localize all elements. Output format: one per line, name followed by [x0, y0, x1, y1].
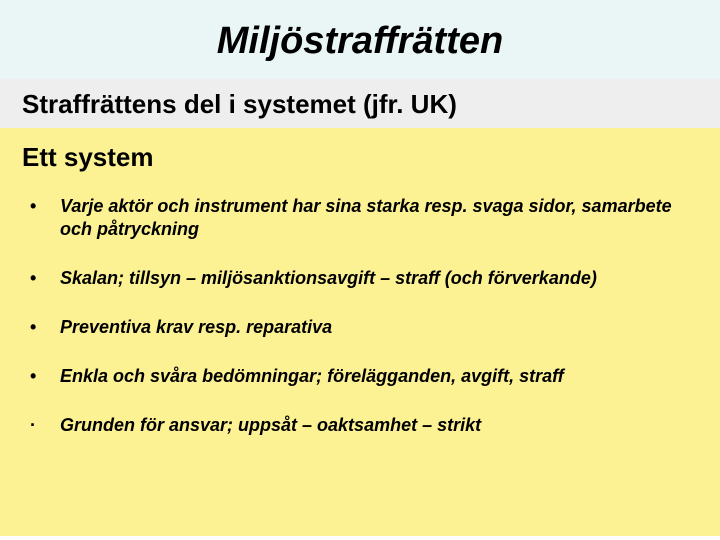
list-item-text: Varje aktör och instrument har sina star… — [60, 196, 672, 239]
title-band: Miljöstraffrätten — [0, 0, 720, 79]
bullet-marker-icon: • — [30, 365, 36, 388]
heading-band: Straffrättens del i systemet (jfr. UK) — [0, 79, 720, 128]
slide-body: Ett system • Varje aktör och instrument … — [0, 128, 720, 536]
list-item: • Enkla och svåra bedömningar; förelägga… — [22, 365, 698, 388]
slide-heading: Straffrättens del i systemet (jfr. UK) — [22, 89, 698, 120]
bullet-marker-icon: • — [30, 195, 36, 218]
list-item-text: Enkla och svåra bedömningar; föreläggand… — [60, 366, 564, 386]
bullet-list: • Varje aktör och instrument har sina st… — [22, 195, 698, 437]
list-item: · Grunden för ansvar; uppsåt – oaktsamhe… — [22, 414, 698, 437]
list-item-text: Skalan; tillsyn – miljösanktionsavgift –… — [60, 268, 597, 288]
list-item-text: Grunden för ansvar; uppsåt – oaktsamhet … — [60, 415, 481, 435]
slide-subheading: Ett system — [22, 142, 698, 173]
list-item: • Preventiva krav resp. reparativa — [22, 316, 698, 339]
bullet-marker-icon: • — [30, 316, 36, 339]
list-item-text: Preventiva krav resp. reparativa — [60, 317, 332, 337]
slide-title: Miljöstraffrätten — [0, 20, 720, 63]
bullet-marker-icon: • — [30, 267, 36, 290]
bullet-marker-icon: · — [30, 414, 36, 437]
slide: Miljöstraffrätten Straffrättens del i sy… — [0, 0, 720, 540]
list-item: • Varje aktör och instrument har sina st… — [22, 195, 698, 241]
list-item: • Skalan; tillsyn – miljösanktionsavgift… — [22, 267, 698, 290]
